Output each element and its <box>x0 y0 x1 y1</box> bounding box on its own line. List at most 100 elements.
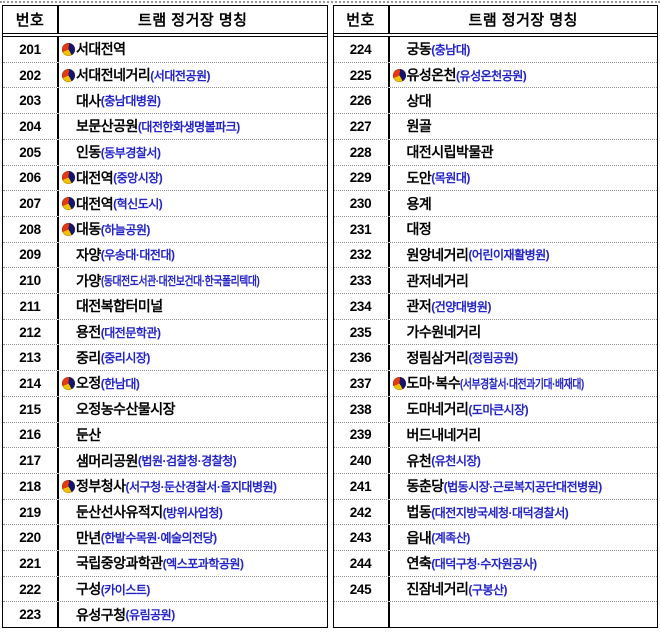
stop-number: 223 <box>3 602 59 628</box>
stop-name-cell: 동춘당 (법동시장·근로복지공단대전병원) <box>390 474 658 499</box>
transfer-taegeuk-icon <box>62 300 75 313</box>
transfer-taegeuk-icon <box>62 557 75 570</box>
stop-name: 진잠네거리 <box>406 581 469 598</box>
stop-name: 대전역 <box>76 195 114 212</box>
table-row: 224 궁동 (충남대) <box>334 37 658 62</box>
stop-name-cell: 대전복합터미널 <box>59 294 327 319</box>
stop-number: 209 <box>3 242 59 268</box>
transfer-taegeuk-icon <box>62 531 75 544</box>
stop-name: 구성 <box>76 581 101 598</box>
stop-annotation: (충남대병원) <box>100 94 161 109</box>
stop-name: 샘머리공원 <box>76 452 138 469</box>
stop-annotation: (어린이재활병원) <box>468 248 550 263</box>
stop-annotation: (대전한화생명볼파크) <box>137 119 240 134</box>
stop-name-cell: 오정농수산물시장 <box>59 397 327 422</box>
stop-number: 221 <box>3 551 59 576</box>
table-row: 225 유성온천 (유성온천공원) <box>333 61 657 88</box>
tram-stop-tables: 번호 트램 정거장 명칭 201 서대전역 202 서대전네거리 (서대전공원)… <box>2 5 658 628</box>
stop-annotation: (정림공원) <box>468 351 518 366</box>
stop-annotation: (유성온천공원) <box>456 68 527 83</box>
table-row: 215 오정농수산물시장 <box>3 395 327 422</box>
table-row: 204 보문산공원 (대전한화생명볼파크) <box>3 113 327 139</box>
stop-name-cell: 대정 <box>390 217 658 242</box>
stop-number: 210 <box>3 268 59 294</box>
stop-annotation: (서부경찰서·대전과기대·배재대) <box>460 376 585 391</box>
transfer-taegeuk-icon <box>62 274 75 287</box>
stop-annotation: (목원대) <box>431 171 470 186</box>
table-row: 223 유성구청 (유림공원) <box>3 601 327 628</box>
stop-number: 211 <box>3 294 59 319</box>
stop-number: 230 <box>334 191 390 216</box>
stop-annotation: (구봉산) <box>468 582 508 597</box>
stop-annotation: (동부경찰서) <box>100 145 161 160</box>
table-body: 201 서대전역 202 서대전네거리 (서대전공원) 203 대사 (충남대병… <box>3 37 327 628</box>
stop-annotation: (대전지방국세청·대덕경찰서) <box>431 505 569 520</box>
table-body: 224 궁동 (충남대) 225 유성온천 (유성온천공원) 226 상대 22… <box>333 37 658 628</box>
transfer-taegeuk-icon <box>62 428 75 441</box>
table-row: 213 중리 (중리시장) <box>3 344 327 371</box>
transfer-taegeuk-icon <box>393 223 406 236</box>
stop-name-cell: 서대전네거리 (서대전공원) <box>59 63 327 88</box>
stop-name-cell: 구성 (카이스트) <box>59 577 327 602</box>
stop-name-cell: 샘머리공원 (법원·검찰청·경찰청) <box>59 448 327 473</box>
stop-annotation: (법동시장·근로복지공단대전병원) <box>443 479 603 494</box>
stop-name: 유성구청 <box>76 606 126 623</box>
stop-number: 245 <box>334 576 390 602</box>
stop-name-cell: 진잠네거리 (구봉산) <box>390 577 658 602</box>
transfer-taegeuk-icon <box>62 479 75 493</box>
stop-name-cell: 국립중앙과학관 (엑스포과학공원) <box>59 551 327 576</box>
stop-name-cell: 유성구청 (유림공원) <box>59 602 327 627</box>
stop-name-cell: 서대전역 <box>59 37 327 62</box>
stop-name: 관저 <box>406 298 432 315</box>
table-row: 205 인동 (동부경찰서) <box>3 138 327 165</box>
table-row: 240 유천 (유천시장) <box>333 447 657 473</box>
stop-name: 자양 <box>76 246 101 263</box>
stop-number: 205 <box>3 139 59 165</box>
stop-name-cell: 상대 <box>390 88 658 113</box>
page-top-dotted-divider <box>0 1 660 3</box>
stop-name: 대정 <box>406 221 432 238</box>
stop-name: 둔산선사유적지 <box>76 504 163 520</box>
stop-number: 240 <box>334 448 390 473</box>
stop-name: 법동 <box>406 504 432 520</box>
stop-name: 원앙네거리 <box>406 246 469 263</box>
stop-name-cell: 중리 (중리시장) <box>59 345 327 370</box>
stop-number: 213 <box>3 345 59 371</box>
stop-name: 도마네거리 <box>406 401 469 418</box>
table-row: 232 원앙네거리 (어린이재활병원) <box>333 241 658 268</box>
table-row: 233 관저네거리 <box>333 267 657 294</box>
table-row: 212 용전 (대전문학관) <box>3 318 327 345</box>
stop-annotation: (카이스트) <box>100 582 151 597</box>
transfer-taegeuk-icon <box>62 608 75 621</box>
stop-name-cell: 연축 (대덕구청·수자원공사) <box>390 551 658 576</box>
stop-number: 236 <box>334 345 390 371</box>
stop-name: 상대 <box>406 92 432 109</box>
transfer-taegeuk-icon <box>62 222 75 236</box>
stop-name-cell: 자양 (우송대·대전대) <box>59 243 327 268</box>
stop-name-cell: 보문산공원 (대전한화생명볼파크) <box>59 114 327 139</box>
transfer-taegeuk-icon <box>393 248 406 261</box>
transfer-taegeuk-icon <box>393 428 406 441</box>
transfer-taegeuk-icon <box>62 146 75 159</box>
transfer-taegeuk-icon <box>393 197 406 210</box>
transfer-taegeuk-icon <box>62 403 75 416</box>
stop-number: 226 <box>334 88 390 114</box>
stop-annotation: (유천시장) <box>431 454 481 469</box>
stop-name: 용계 <box>406 195 432 212</box>
table-row: 216 둔산 <box>3 421 327 448</box>
stop-name-cell: 정림삼거리 (정림공원) <box>390 345 658 370</box>
header-number: 번호 <box>3 6 59 33</box>
transfer-taegeuk-icon <box>62 94 75 107</box>
stop-name-cell: 원앙네거리 (어린이재활병원) <box>390 243 658 268</box>
stop-name-cell: 대사 (충남대병원) <box>59 88 327 113</box>
stop-annotation: (혁신도시) <box>113 197 163 212</box>
stop-name-cell: 둔산선사유적지 (방위사업청) <box>59 500 327 525</box>
stop-name-cell: 오정 (한남대) <box>59 371 327 396</box>
table-row: 214 오정 (한남대) <box>3 370 327 396</box>
stop-number: 238 <box>334 396 390 422</box>
header-stop-name: 트램 정거장 명칭 <box>138 12 248 29</box>
stop-name: 버드내네거리 <box>406 426 482 443</box>
stop-number: 244 <box>334 551 390 576</box>
transfer-taegeuk-icon <box>393 120 406 133</box>
